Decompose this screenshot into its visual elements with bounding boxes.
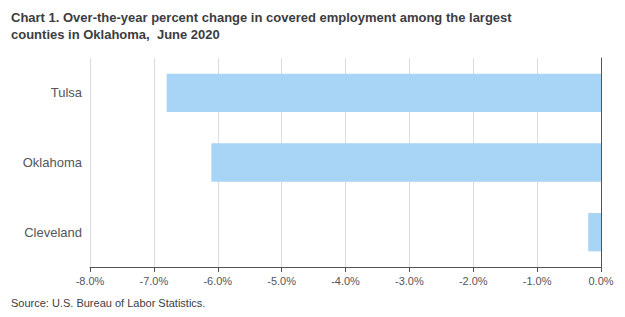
svg-text:-8.0%: -8.0% — [76, 275, 105, 287]
svg-text:Chart 1. Over-the-year percent: Chart 1. Over-the-year percent change in… — [11, 10, 512, 25]
svg-text:-3.0%: -3.0% — [395, 275, 424, 287]
svg-text:-1.0%: -1.0% — [523, 275, 552, 287]
svg-text:-4.0%: -4.0% — [331, 275, 360, 287]
svg-text:Source: U.S. Bureau of Labor S: Source: U.S. Bureau of Labor Statistics. — [11, 297, 205, 309]
svg-text:0.0%: 0.0% — [588, 275, 613, 287]
svg-text:counties in Oklahoma, June 20: counties in Oklahoma, June 2020 — [11, 27, 220, 42]
svg-text:Cleveland: Cleveland — [24, 225, 82, 240]
svg-text:-5.0%: -5.0% — [267, 275, 296, 287]
svg-text:-7.0%: -7.0% — [140, 275, 169, 287]
svg-text:Tulsa: Tulsa — [51, 85, 83, 100]
svg-text:-2.0%: -2.0% — [459, 275, 488, 287]
svg-text:Oklahoma: Oklahoma — [23, 155, 83, 170]
svg-text:-6.0%: -6.0% — [203, 275, 232, 287]
